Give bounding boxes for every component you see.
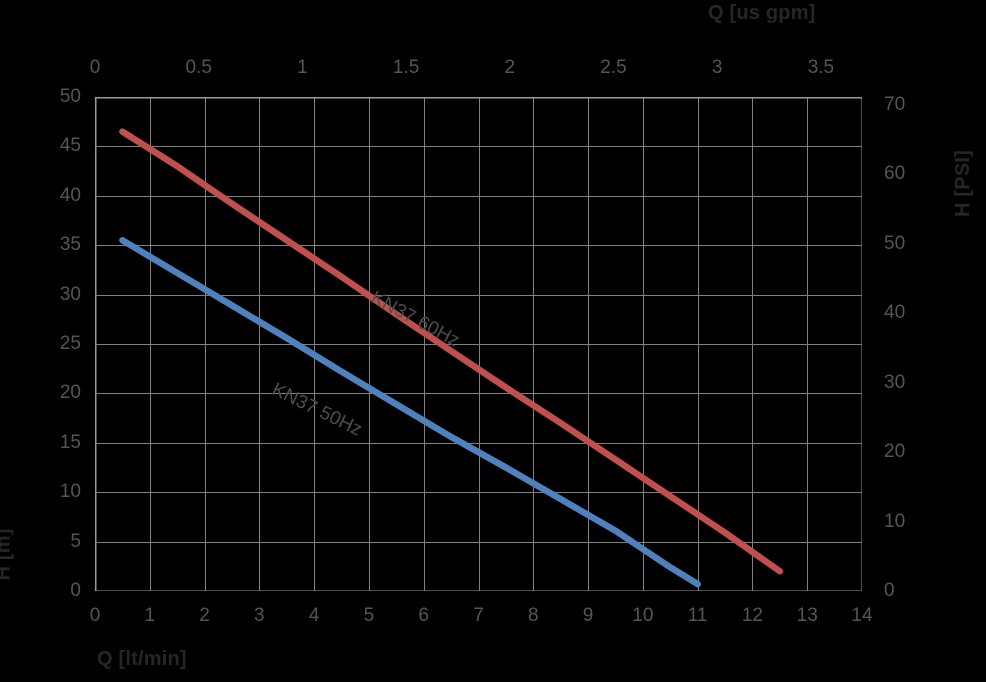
bottom-axis-tick-label: 4 (308, 605, 320, 626)
tick-mark-layer (95, 97, 862, 99)
bottom-axis-title: Q [lt/min] (97, 648, 187, 670)
left-axis-tick-label: 30 (59, 283, 81, 305)
bottom-axis-tick-label: 11 (687, 605, 708, 626)
bottom-axis-tick-label: 2 (199, 605, 210, 626)
left-axis-tick-label: 20 (59, 382, 81, 404)
bottom-axis-tick-label: 10 (632, 605, 654, 626)
bottom-axis-tick-label: 12 (741, 605, 763, 626)
top-axis-title: Q [us gpm] (708, 2, 816, 24)
left-axis-tick-label: 0 (70, 580, 81, 601)
left-axis-title: H [m] (0, 528, 15, 580)
right-axis-tick-label: 70 (884, 93, 906, 115)
right-axis-tick-label: 0 (884, 580, 895, 601)
left-axis-tick-label: 35 (59, 234, 81, 256)
bottom-axis-tick-label: 7 (473, 605, 484, 626)
bottom-axis-tick-label: 3 (254, 605, 265, 626)
left-axis-tick-label: 40 (59, 184, 81, 206)
series-layer (119, 128, 784, 588)
right-axis-tick-label: 10 (884, 510, 906, 532)
right-axis-tick-label: 60 (884, 163, 906, 185)
grid-layer (95, 97, 862, 591)
top-axis-tick-label: 0 (89, 57, 101, 78)
top-axis-tick-label: 1 (297, 57, 308, 78)
bottom-axis-tick-label: 14 (851, 605, 873, 626)
left-axis-tick-label: 45 (59, 135, 81, 157)
bottom-axis-tick-label: 6 (418, 605, 429, 626)
right-axis-tick-label: 40 (884, 302, 906, 324)
right-axis-tick-label: 30 (884, 371, 906, 393)
bottom-axis-tick-label: 1 (144, 605, 156, 626)
series-curve (119, 237, 701, 588)
top-axis-tick-label: 2.5 (600, 57, 627, 78)
top-axis-tick-label: 2 (504, 57, 516, 78)
bottom-axis-tick-label: 8 (527, 605, 539, 626)
bottom-axis-tick-label: 5 (363, 605, 375, 626)
top-axis-tick-label: 3.5 (807, 57, 835, 78)
left-axis-tick-label: 25 (59, 333, 81, 354)
left-axis-tick-label: 50 (59, 86, 81, 107)
left-axis-tick-label: 10 (59, 481, 81, 503)
plot-area: KN37 60Hz KN37 50Hz (95, 97, 862, 591)
left-axis-tick-label: 5 (70, 530, 81, 552)
top-axis-tick-label: 1.5 (392, 57, 420, 78)
left-axis-tick-label: 15 (59, 431, 81, 453)
bottom-axis-tick-label: 0 (89, 605, 101, 626)
bottom-axis-tick-label: 13 (796, 605, 818, 626)
plot-svg (95, 97, 862, 591)
top-axis-tick-label: 0.5 (185, 57, 212, 78)
top-axis-tick-label: 3 (711, 57, 723, 78)
right-axis-tick-label: 50 (884, 232, 906, 254)
right-axis-title: H [PSI] (951, 150, 974, 217)
right-axis-tick-label: 20 (884, 441, 906, 463)
series-curve (119, 128, 784, 575)
bottom-axis-tick-label: 9 (582, 605, 594, 626)
